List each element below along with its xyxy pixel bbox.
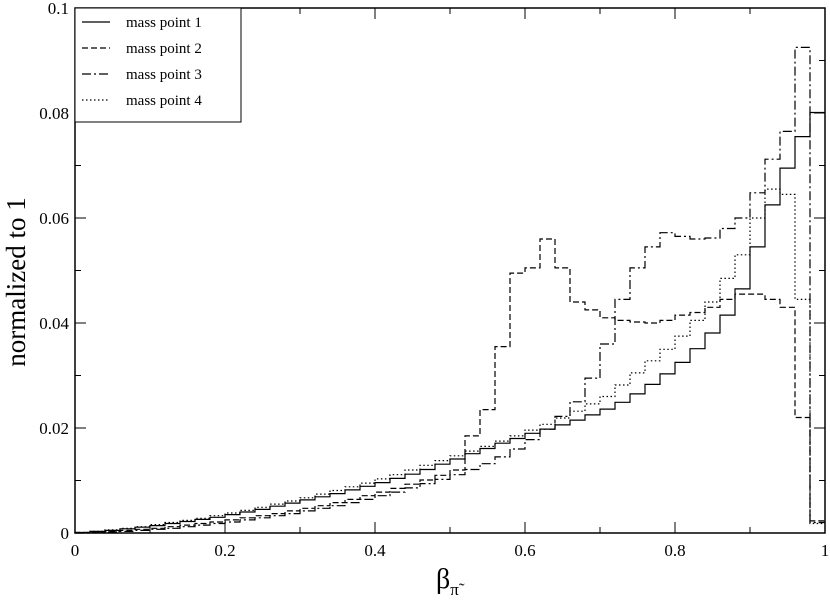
x-axis-title-subscript: π̃ [450, 580, 465, 599]
y-tick-label: 0 [61, 524, 70, 543]
y-axis-title: normalized to 1 [1, 197, 31, 366]
x-axis-title-symbol: β [436, 564, 450, 595]
legend: mass point 1 mass point 2 mass point 3 mass… [74, 7, 242, 123]
x-tick-label: 1 [821, 541, 830, 560]
legend-label-2: mass point 2 [126, 41, 202, 57]
series-line-1 [74, 111, 825, 534]
y-tick-label: 0.06 [39, 209, 69, 228]
x-tick-label: 0 [71, 541, 80, 560]
x-tick-label: 0.6 [514, 541, 535, 560]
labels-layer: 0 0.2 0.4 0.6 0.8 1 0 0.02 0.04 0.06 0.08 0.1 [39, 0, 829, 560]
y-tick-label: 0.08 [39, 104, 69, 123]
series-line-2 [74, 238, 825, 534]
series-layer [74, 46, 825, 534]
x-axis-title: βπ̃ [436, 564, 465, 599]
x-tick-label: 0.2 [214, 541, 235, 560]
series-line-3 [75, 46, 825, 534]
x-tick-label: 0.4 [364, 541, 386, 560]
legend-label-1: mass point 1 [126, 15, 202, 31]
legend-label-3: mass point 3 [126, 67, 202, 83]
y-tick-label: 0.1 [48, 0, 69, 18]
series-line-4 [74, 188, 825, 534]
legend-label-4: mass point 4 [126, 93, 202, 109]
y-tick-label: 0.02 [39, 419, 69, 438]
y-tick-label: 0.04 [39, 314, 69, 333]
legend-box [74, 7, 242, 123]
x-tick-label: 0.8 [664, 541, 685, 560]
